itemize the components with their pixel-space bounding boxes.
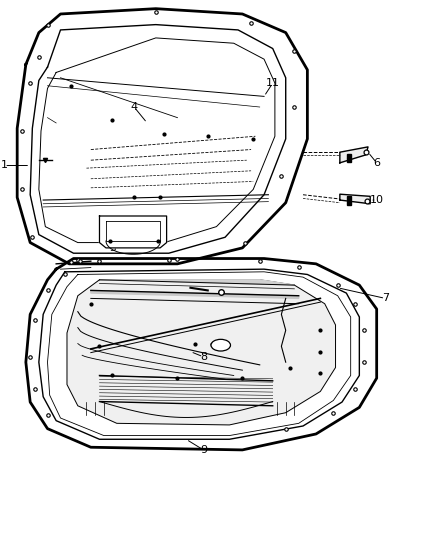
- Text: 11: 11: [266, 78, 280, 88]
- Text: 8: 8: [200, 352, 207, 362]
- Text: 10: 10: [370, 195, 384, 205]
- Text: 5: 5: [109, 243, 116, 253]
- Polygon shape: [340, 147, 368, 163]
- Polygon shape: [26, 259, 377, 450]
- Text: 6: 6: [373, 158, 380, 168]
- Polygon shape: [91, 290, 299, 298]
- Text: 4: 4: [131, 102, 138, 112]
- Polygon shape: [99, 280, 294, 285]
- Text: 9: 9: [200, 445, 207, 455]
- Text: 7: 7: [382, 293, 389, 303]
- Ellipse shape: [211, 340, 230, 351]
- Polygon shape: [17, 9, 307, 264]
- Polygon shape: [67, 280, 336, 425]
- Text: 1: 1: [1, 160, 8, 171]
- Polygon shape: [340, 194, 370, 204]
- Polygon shape: [99, 216, 166, 248]
